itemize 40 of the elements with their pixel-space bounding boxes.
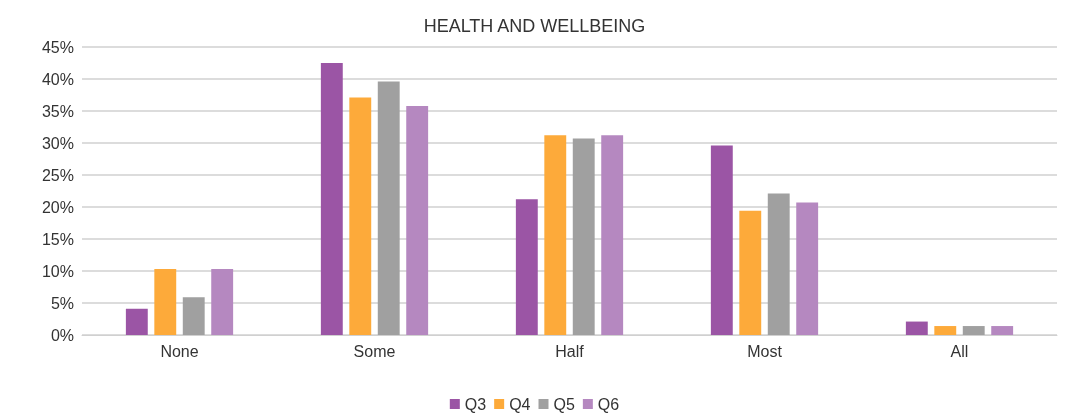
chart-title: HEALTH AND WELLBEING	[423, 16, 646, 36]
bar	[406, 105, 429, 335]
bar	[962, 326, 985, 335]
legend-label: Q6	[597, 395, 620, 413]
bar	[544, 135, 567, 335]
legend-label: Q4	[509, 395, 531, 413]
bar	[991, 326, 1014, 335]
y-tick-label: 20%	[41, 198, 74, 216]
bar	[739, 210, 762, 335]
bar	[767, 193, 790, 335]
y-tick-label: 40%	[41, 70, 74, 88]
y-tick-label: 45%	[41, 38, 74, 56]
bar	[934, 326, 957, 335]
bar	[154, 269, 177, 335]
y-tick-label: 0%	[50, 326, 74, 344]
bar	[349, 97, 372, 335]
x-tick-label: Some	[353, 342, 396, 360]
bar	[182, 297, 205, 335]
y-tick-label: 30%	[41, 134, 74, 152]
y-tick-label: 35%	[41, 102, 74, 120]
bar	[710, 145, 733, 335]
x-tick-label: Half	[555, 342, 585, 360]
bar	[572, 138, 595, 335]
y-tick-label: 25%	[41, 166, 74, 184]
bar	[211, 269, 234, 335]
bar	[515, 199, 538, 335]
bar	[905, 321, 928, 335]
bar	[377, 81, 400, 335]
bar	[125, 308, 148, 335]
y-tick-label: 5%	[50, 294, 74, 312]
x-tick-label: Most	[747, 342, 783, 360]
legend-label: Q3	[464, 395, 487, 413]
bar	[601, 135, 624, 335]
legend-label: Q5	[553, 395, 575, 413]
y-tick-label: 15%	[41, 230, 74, 248]
x-tick-label: None	[160, 342, 199, 360]
y-tick-label: 10%	[41, 262, 74, 280]
bar	[320, 63, 343, 335]
x-tick-label: All	[950, 342, 969, 360]
bar	[796, 202, 819, 335]
